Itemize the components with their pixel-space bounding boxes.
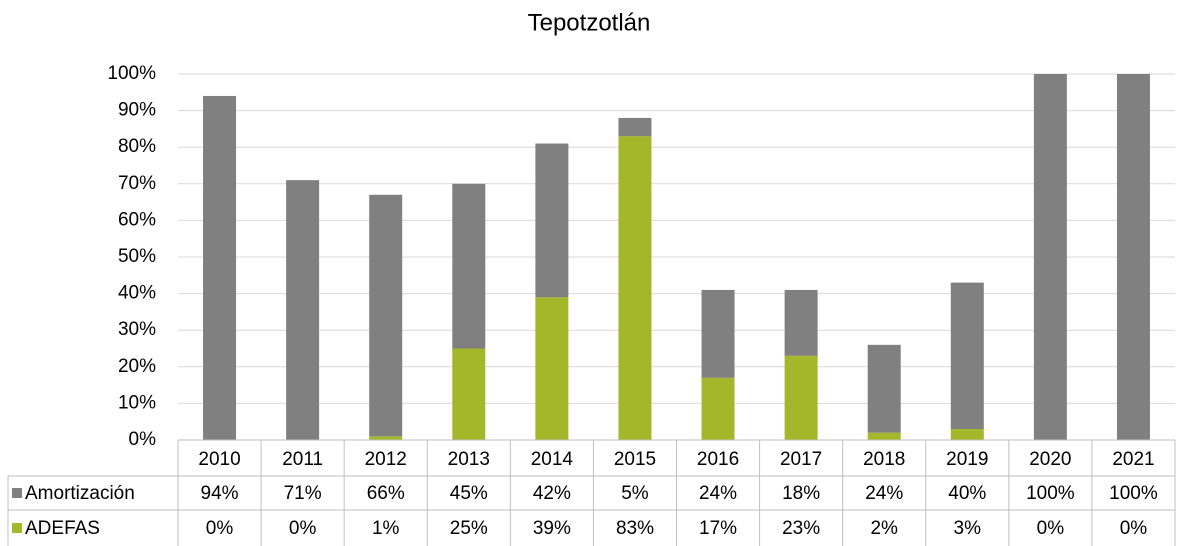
bar-segment (950, 282, 984, 430)
data-label: 66% (367, 483, 405, 504)
data-label: 24% (865, 483, 903, 504)
data-label: 39% (533, 518, 571, 539)
x-tick-label: 2019 (946, 449, 988, 470)
y-tick-label: 70% (118, 173, 156, 194)
data-label: 71% (284, 483, 322, 504)
y-tick-label: 0% (129, 429, 157, 450)
data-label: 42% (533, 483, 571, 504)
y-tick-label: 90% (118, 100, 156, 121)
data-label: 0% (1120, 518, 1148, 539)
x-tick-label: 2012 (365, 449, 407, 470)
data-label: 17% (699, 518, 737, 539)
data-label: 83% (616, 518, 654, 539)
y-tick-label: 80% (118, 136, 156, 157)
x-tick-label: 2018 (863, 449, 905, 470)
bar-segment (867, 432, 901, 440)
bar-segment (701, 289, 735, 378)
bar-segment (535, 297, 569, 440)
y-tick-label: 40% (118, 283, 156, 304)
data-label: 40% (948, 483, 986, 504)
data-label: 2% (870, 518, 898, 539)
y-tick-label: 60% (118, 209, 156, 230)
legend-label: Amortización (25, 483, 135, 504)
bar-segment (618, 136, 652, 440)
data-label: 24% (699, 483, 737, 504)
legend-label: ADEFAS (25, 518, 100, 539)
x-tick-label: 2013 (448, 449, 490, 470)
chart-title: Tepotzotlán (528, 9, 651, 36)
data-label: 0% (206, 518, 234, 539)
bar-segment (1116, 74, 1150, 440)
y-tick-label: 20% (118, 356, 156, 377)
bar-segment (867, 344, 901, 433)
data-label: 3% (954, 518, 982, 539)
bar-segment (701, 377, 735, 440)
bar-segment (203, 95, 237, 441)
x-tick-label: 2014 (531, 449, 574, 470)
bar-segment (784, 289, 818, 356)
data-label: 45% (450, 483, 488, 504)
legend-key (12, 488, 22, 498)
data-label: 1% (372, 518, 400, 539)
x-tick-label: 2010 (198, 449, 240, 470)
data-label: 5% (621, 483, 649, 504)
x-tick-label: 2021 (1112, 449, 1154, 470)
y-tick-label: 100% (107, 63, 156, 84)
x-tick-label: 2017 (780, 449, 822, 470)
bar-segment (1033, 74, 1067, 440)
y-tick-label: 10% (118, 392, 156, 413)
bar-segment (618, 117, 652, 137)
data-label: 100% (1026, 483, 1075, 504)
x-tick-label: 2011 (282, 449, 323, 470)
data-label: 23% (782, 518, 820, 539)
legend-key (12, 523, 22, 533)
data-label: 18% (782, 483, 820, 504)
data-label: 0% (1037, 518, 1065, 539)
y-tick-label: 50% (118, 246, 156, 267)
y-tick-label: 30% (118, 319, 156, 340)
bar-segment (452, 183, 486, 349)
x-tick-label: 2015 (614, 449, 656, 470)
bar-segment (369, 194, 403, 437)
bar-segment (452, 348, 486, 440)
data-label: 94% (201, 483, 239, 504)
data-label: 25% (450, 518, 488, 539)
data-label: 0% (289, 518, 317, 539)
bar-segment (286, 180, 320, 440)
bar-segment (369, 436, 403, 440)
bar-segment (950, 429, 984, 440)
bar-segment (535, 143, 569, 298)
x-tick-label: 2016 (697, 449, 739, 470)
data-label: 100% (1109, 483, 1158, 504)
x-tick-label: 2020 (1029, 449, 1071, 470)
bar-segment (784, 355, 818, 440)
